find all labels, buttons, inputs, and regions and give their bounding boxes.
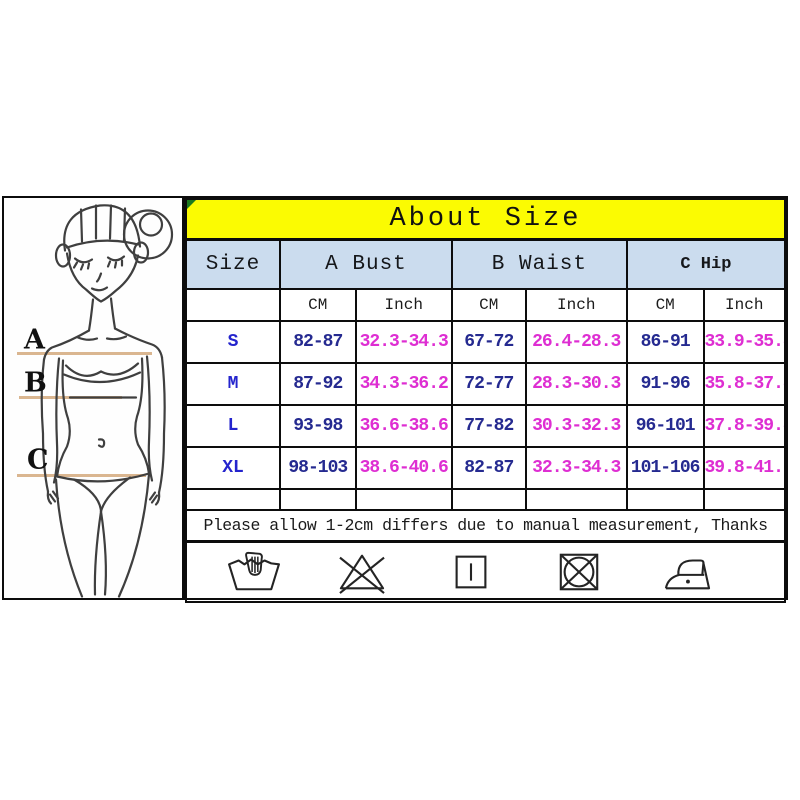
bust-cm-cell: 82-87	[279, 320, 357, 364]
care-symbols-cell	[185, 540, 786, 603]
waist-cm-header: CM	[450, 288, 527, 322]
size-cell: L	[184, 404, 282, 448]
hip-inch-cell: 33.9-35.8	[702, 320, 786, 364]
care-symbols-row	[188, 549, 783, 595]
bust-cm-cell: 87-92	[279, 362, 357, 406]
bust-cm-cell: 98-103	[279, 446, 357, 490]
body-figure-illustration: A B C	[17, 204, 174, 598]
corner-flag	[188, 200, 196, 209]
hip-inch-cell: 37.8-39.8	[702, 404, 786, 448]
drip-dry-icon	[442, 549, 500, 595]
waist-inch-cell: 26.4-28.3	[524, 320, 628, 364]
bust-cm-cell: 93-98	[279, 404, 357, 448]
size-cell: S	[184, 320, 282, 364]
hip-inch-header: Inch	[702, 288, 786, 322]
size-cell: M	[184, 362, 282, 406]
waist-cm-cell: 72-77	[450, 362, 527, 406]
do-not-bleach-icon	[333, 549, 391, 595]
size-cell: XL	[184, 446, 282, 490]
hip-cm-cell: 96-101	[625, 404, 705, 448]
table-title-cell: About Size	[185, 198, 786, 241]
size-table: About Size Size A Bust B Waist C Hip CM …	[184, 198, 787, 603]
size-chart-sheet: A B C About Size Size A Bust B Waist	[2, 196, 788, 603]
table-title: About Size	[389, 204, 582, 234]
bust-column-header: A Bust	[279, 238, 453, 290]
unit-empty-cell	[184, 288, 282, 322]
figure-panel: A B C	[4, 198, 185, 598]
hip-cm-cell: 86-91	[625, 320, 705, 364]
size-row-l: L 93-98 36.6-38.6 77-82 30.3-32.3 96-101…	[184, 404, 786, 448]
hip-column-header: C Hip	[625, 238, 787, 290]
hip-cm-cell: 91-96	[625, 362, 705, 406]
bust-inch-cell: 32.3-34.3	[354, 320, 453, 364]
bust-inch-cell: 38.6-40.6	[354, 446, 453, 490]
hip-cm-cell: 101-106	[625, 446, 705, 490]
bust-inch-cell: 34.3-36.2	[354, 362, 453, 406]
iron-one-dot-icon	[658, 549, 716, 595]
hip-inch-cell: 39.8-41.7	[702, 446, 786, 490]
waist-inch-cell: 30.3-32.3	[524, 404, 628, 448]
table-panel: About Size Size A Bust B Waist C Hip CM …	[184, 198, 787, 603]
bust-marker-label: A	[23, 325, 46, 356]
waist-inch-header: Inch	[524, 288, 628, 322]
bust-cm-header: CM	[279, 288, 357, 322]
hip-cm-header: CM	[625, 288, 705, 322]
woman-outline	[40, 204, 174, 598]
hip-inch-cell: 35.8-37.8	[702, 362, 786, 406]
bust-inch-cell: 36.6-38.6	[354, 404, 453, 448]
size-row-m: M 87-92 34.3-36.2 72-77 28.3-30.3 91-96 …	[184, 362, 786, 406]
size-column-header: Size	[184, 238, 282, 290]
size-row-xl: XL 98-103 38.6-40.6 82-87 32.3-34.3 101-…	[184, 446, 786, 490]
hand-wash-icon	[225, 549, 283, 595]
waist-column-header: B Waist	[450, 238, 628, 290]
do-not-tumble-dry-icon	[550, 549, 608, 595]
waist-marker-label: B	[24, 368, 47, 399]
size-row-s: S 82-87 32.3-34.3 67-72 26.4-28.3 86-91 …	[184, 320, 786, 364]
waist-cm-cell: 77-82	[450, 404, 527, 448]
hip-marker-label: C	[27, 445, 49, 476]
waist-cm-cell: 67-72	[450, 320, 527, 364]
waist-inch-cell: 28.3-30.3	[524, 362, 628, 406]
waist-inch-cell: 32.3-34.3	[524, 446, 628, 490]
waist-cm-cell: 82-87	[450, 446, 527, 490]
bust-inch-header: Inch	[354, 288, 453, 322]
measurement-note: Please allow 1-2cm differs due to manual…	[185, 509, 786, 543]
spacer-row	[184, 488, 786, 511]
